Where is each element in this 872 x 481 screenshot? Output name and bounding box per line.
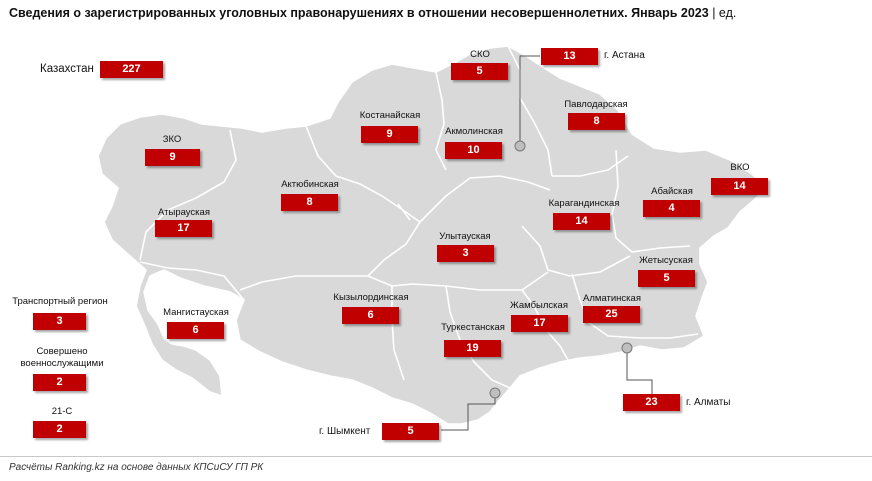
region-value-ulytau: 3 xyxy=(437,245,494,262)
region-value-pavlodar: 8 xyxy=(568,113,625,130)
region-label-zhambyl: Жамбылская xyxy=(510,300,568,311)
border-karaganda-south xyxy=(521,225,631,277)
total-label: Казахстан xyxy=(40,63,94,75)
region-label-zko: ЗКО xyxy=(162,134,182,145)
total-value: 227 xyxy=(100,61,163,78)
city-label-shymkent: г. Шымкент xyxy=(319,426,371,437)
border-aktobe xyxy=(239,221,421,291)
region-value-sko: 5 xyxy=(451,63,508,80)
region-label-turkestan: Туркестанская xyxy=(441,322,505,333)
other-value-transport: 3 xyxy=(33,313,86,330)
region-value-aktobe: 8 xyxy=(281,194,338,211)
other-value-21s: 2 xyxy=(33,421,86,438)
region-value-abai: 4 xyxy=(643,200,700,217)
other-label-transport: Транспортный регион xyxy=(12,296,108,307)
city-value-almaty: 23 xyxy=(623,394,680,411)
border-pavlodar xyxy=(552,155,629,177)
region-label-sko: СКО xyxy=(470,49,490,60)
city-value-shymkent: 5 xyxy=(382,423,439,440)
region-label-abai: Абайская xyxy=(651,186,693,197)
border-abai xyxy=(611,149,691,253)
region-label-mangistau: Мангистауская xyxy=(163,307,229,318)
border-zko xyxy=(139,129,237,261)
other-label-military: Совершено военнослужащими xyxy=(20,346,104,369)
region-label-kostanay: Костанайская xyxy=(359,110,421,121)
region-label-pavlodar: Павлодарская xyxy=(564,99,628,110)
region-value-zko: 9 xyxy=(145,149,200,166)
title-text: Сведения о зарегистрированных уголовных … xyxy=(9,6,709,20)
region-label-vko: ВКО xyxy=(730,162,750,173)
other-label-21s: 21-С xyxy=(51,406,73,417)
map-title: Сведения о зарегистрированных уголовных … xyxy=(9,6,736,20)
region-label-atyrau: Атырауская xyxy=(158,207,210,218)
source-note: Расчёты Ranking.kz на основе данных КПСи… xyxy=(9,462,264,473)
region-value-mangistau: 6 xyxy=(167,322,224,339)
title-unit: | ед. xyxy=(712,6,737,20)
region-value-atyrau: 17 xyxy=(155,220,212,237)
region-value-almaty-region: 25 xyxy=(583,306,640,323)
region-value-kostanay: 9 xyxy=(361,126,418,143)
region-value-vko: 14 xyxy=(711,178,768,195)
region-label-almaty-region: Алматинская xyxy=(583,293,641,304)
border-akmola-south xyxy=(419,175,551,223)
border-almaty xyxy=(571,273,699,339)
region-value-karaganda: 14 xyxy=(553,213,610,230)
region-label-zhetysu: Жетысуская xyxy=(639,255,693,266)
border-akmola-west xyxy=(435,71,447,171)
region-value-akmola: 10 xyxy=(445,142,502,159)
other-value-military: 2 xyxy=(33,374,86,391)
region-label-kyzylorda: Кызылординская xyxy=(333,292,409,303)
region-label-akmola: Акмолинская xyxy=(445,126,503,137)
region-value-turkestan: 19 xyxy=(444,340,501,357)
city-label-astana: г. Астана xyxy=(604,50,645,61)
region-value-zhetysu: 5 xyxy=(638,270,695,287)
footer-divider xyxy=(0,456,872,457)
border-ulytau-west xyxy=(397,203,411,221)
region-label-ulytau: Улытауская xyxy=(439,231,491,242)
region-label-aktobe: Актюбинская xyxy=(281,179,339,190)
region-value-kyzylorda: 6 xyxy=(342,307,399,324)
city-value-astana: 13 xyxy=(541,48,598,65)
city-label-almaty: г. Алматы xyxy=(686,397,731,408)
region-label-karaganda: Карагандинская xyxy=(548,198,620,209)
border-atyrau xyxy=(139,261,245,301)
border-kyzylorda xyxy=(391,286,405,381)
region-value-zhambyl: 17 xyxy=(511,315,568,332)
